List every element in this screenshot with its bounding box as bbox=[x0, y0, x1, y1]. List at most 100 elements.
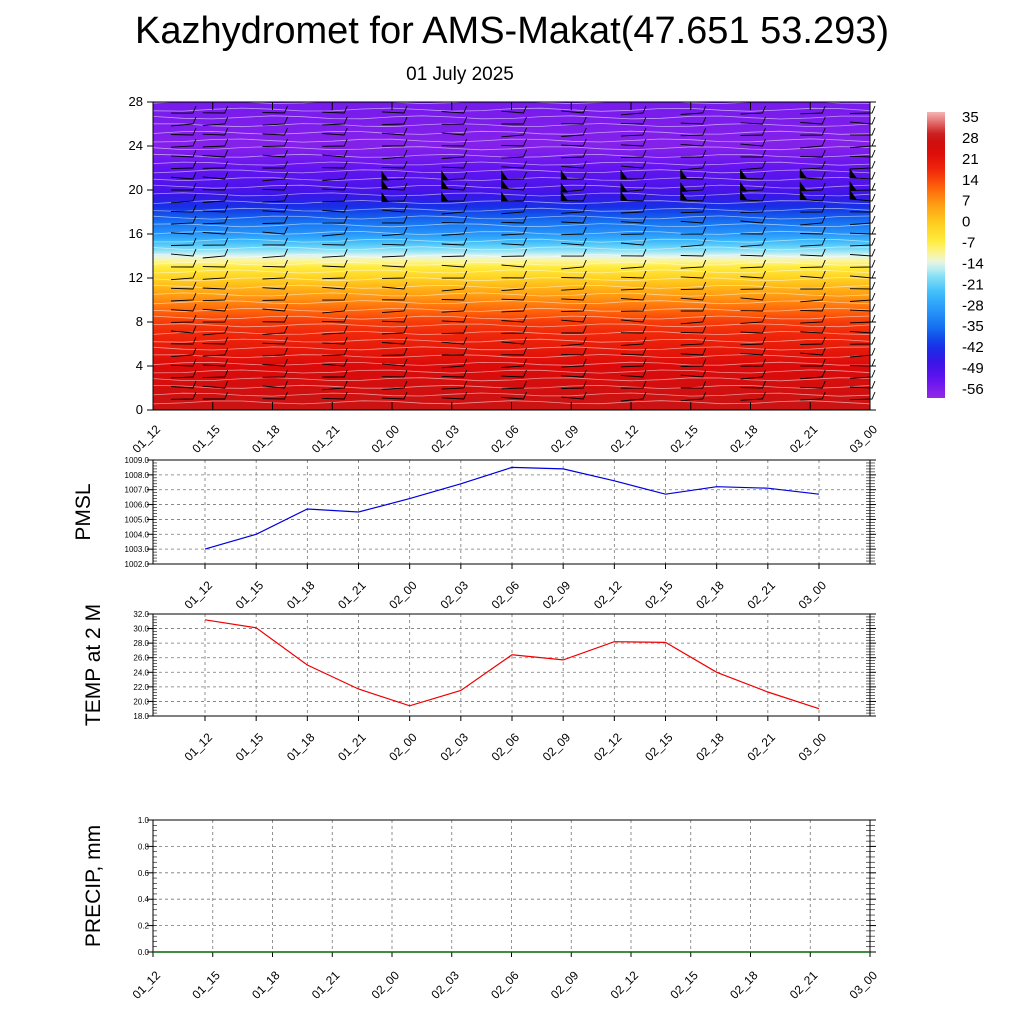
wind-barb bbox=[441, 127, 468, 136]
y-tick-label: 30.0 bbox=[133, 625, 149, 634]
wind-barb bbox=[441, 347, 468, 356]
wind-barb bbox=[501, 336, 527, 345]
colorbar-label: 0 bbox=[962, 214, 970, 231]
wind-barb bbox=[170, 270, 197, 281]
wind-barb bbox=[170, 149, 197, 158]
x-tick-label: 01_12 bbox=[182, 730, 216, 764]
wind-barb bbox=[849, 160, 876, 170]
wind-barb bbox=[381, 325, 408, 335]
wind-barb bbox=[262, 369, 288, 378]
wind-barb bbox=[561, 160, 587, 169]
wind-barb bbox=[800, 116, 826, 125]
colorbar-label: 35 bbox=[962, 109, 979, 126]
y-tick-label: 18.0 bbox=[133, 712, 149, 721]
wind-barb bbox=[381, 116, 408, 126]
wind-barb bbox=[561, 358, 587, 368]
wind-barb bbox=[680, 347, 707, 356]
colorbar-label: 7 bbox=[962, 193, 970, 210]
wind-barb bbox=[170, 259, 197, 268]
series-line bbox=[204, 466, 820, 550]
wind-barb bbox=[170, 336, 197, 345]
wind-barb bbox=[441, 138, 468, 147]
wind-barb bbox=[800, 215, 826, 226]
wind-barb-flag bbox=[620, 190, 628, 201]
wind-barb bbox=[202, 171, 229, 180]
y-tick-label: 1003.0 bbox=[125, 545, 150, 554]
wind-barb bbox=[680, 270, 707, 279]
wind-barbs bbox=[170, 105, 876, 402]
wind-barb bbox=[202, 105, 229, 114]
wind-barb bbox=[680, 215, 707, 224]
wind-barb bbox=[202, 204, 229, 213]
wind-barb bbox=[381, 226, 408, 237]
wind-barb bbox=[501, 226, 527, 236]
wind-barb bbox=[740, 391, 766, 401]
wind-barb bbox=[202, 149, 229, 158]
wind-barb bbox=[202, 237, 229, 246]
y-tick-label: 1004.0 bbox=[125, 530, 150, 539]
wind-barb bbox=[849, 369, 876, 379]
wind-barb bbox=[170, 127, 197, 136]
wind-barb bbox=[262, 325, 288, 336]
wind-barb bbox=[322, 138, 348, 147]
wind-barb bbox=[262, 138, 288, 148]
wind-barb bbox=[262, 149, 288, 158]
wind-barb bbox=[202, 292, 229, 302]
wind-barb bbox=[322, 226, 348, 237]
wind-barb bbox=[620, 171, 647, 180]
wind-barb bbox=[202, 248, 229, 259]
wind-barb bbox=[202, 127, 229, 136]
x-tick-label: 01_21 bbox=[335, 730, 369, 764]
wind-barb bbox=[322, 325, 348, 335]
wind-barb bbox=[561, 182, 587, 193]
wind-barb bbox=[620, 270, 647, 279]
y-tick-label: 1002.0 bbox=[125, 560, 150, 569]
wind-barb bbox=[322, 303, 348, 314]
colorbar-label: 28 bbox=[962, 130, 979, 147]
wind-barb bbox=[561, 149, 587, 159]
y-tick-label: 0 bbox=[136, 402, 143, 417]
wind-barb bbox=[740, 105, 766, 115]
wind-barb bbox=[620, 303, 647, 312]
chart-subtitle: 01 July 2025 bbox=[406, 64, 514, 85]
wind-barb bbox=[170, 303, 197, 312]
wind-barb bbox=[170, 171, 197, 180]
y-tick-label: 20.0 bbox=[133, 697, 149, 706]
wind-barb bbox=[849, 259, 876, 268]
wind-barb bbox=[262, 292, 288, 301]
wind-barb-flag bbox=[799, 168, 808, 179]
colorbar bbox=[927, 112, 945, 398]
y-tick-label: 0.2 bbox=[138, 922, 150, 931]
wind-barb bbox=[441, 314, 468, 323]
wind-barb bbox=[740, 182, 766, 192]
wind-barb bbox=[322, 116, 348, 126]
x-tick-label: 02_18 bbox=[693, 730, 727, 764]
wind-barb bbox=[501, 193, 527, 202]
wind-barb bbox=[501, 303, 527, 313]
wind-barb bbox=[441, 358, 468, 369]
wind-barb bbox=[381, 259, 408, 268]
wind-barb bbox=[561, 259, 587, 270]
wind-barb bbox=[800, 171, 826, 180]
wind-barb bbox=[740, 215, 766, 224]
wind-barb bbox=[740, 369, 766, 380]
wind-barb bbox=[740, 325, 766, 334]
wind-barb bbox=[381, 391, 408, 400]
wind-barb bbox=[740, 380, 766, 389]
wind-barb bbox=[322, 105, 348, 114]
wind-barb bbox=[262, 347, 288, 357]
wind-barb bbox=[561, 314, 587, 323]
wind-barb-flag bbox=[849, 168, 857, 179]
wind-barb bbox=[441, 193, 468, 202]
wind-barb bbox=[680, 226, 707, 235]
wind-barb bbox=[501, 292, 527, 301]
wind-barb bbox=[381, 358, 408, 367]
wind-barb bbox=[202, 380, 229, 389]
wind-barb-flag bbox=[441, 191, 449, 202]
wind-barb bbox=[322, 380, 348, 391]
colorbar-label: -49 bbox=[962, 360, 984, 377]
wind-barb bbox=[680, 127, 707, 137]
wind-barb bbox=[501, 281, 527, 292]
wind-barb bbox=[740, 292, 766, 301]
wind-barb bbox=[501, 347, 527, 356]
